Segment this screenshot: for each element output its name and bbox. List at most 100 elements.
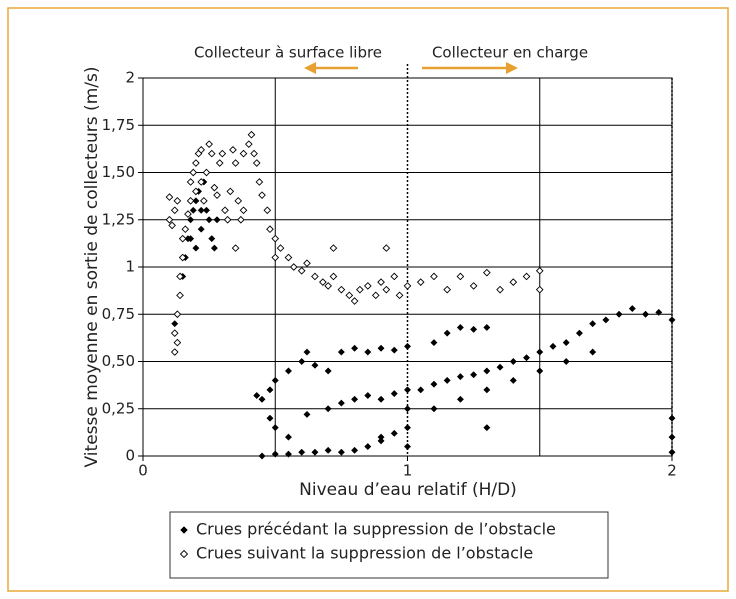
point [377,395,385,403]
point [197,206,205,214]
point [311,361,319,369]
point [253,391,261,400]
point [250,149,258,158]
point [351,446,359,454]
point [284,433,293,441]
point [350,297,359,305]
point [522,272,531,281]
point [173,197,182,205]
y-tick-label: 1 [125,258,135,276]
point [239,149,248,158]
point [382,244,391,252]
point [377,437,385,445]
point [356,285,364,294]
point [258,452,266,460]
point [364,442,372,451]
point [536,348,544,356]
point [668,433,676,441]
point [207,149,216,158]
legend-marker [179,549,189,559]
point [403,342,412,350]
point [210,244,218,252]
point [192,187,200,196]
point [231,159,240,167]
point [237,215,245,224]
point [284,450,293,458]
y-tick-label: 2 [125,69,135,87]
point [382,285,391,294]
point [176,291,184,300]
point [271,234,280,243]
point [509,376,517,384]
point [324,405,332,413]
point [416,278,425,286]
point [364,391,372,400]
point [377,278,385,286]
point [178,253,187,262]
point [496,363,504,371]
point [223,215,232,224]
point [364,348,372,356]
point [483,367,491,375]
legend [169,511,609,579]
point [589,320,597,328]
point [266,386,274,394]
point [244,140,253,148]
point [186,197,195,205]
annotation: Collecteur à surface libre [194,44,382,62]
point [303,410,311,418]
point [263,206,272,215]
annotation: Collecteur en charge [432,44,588,62]
point [575,329,583,337]
point [403,282,412,290]
point [197,225,205,233]
x-tick-label: 2 [667,462,677,480]
point [390,390,398,398]
point [470,325,478,333]
arrow-left [304,62,358,74]
point [197,145,206,154]
point [184,210,192,218]
point [377,344,385,352]
point [456,272,465,281]
y-tick-label: 0,25 [102,399,135,417]
point [456,323,464,332]
point [255,178,264,186]
y-tick-label: 1,75 [102,116,135,134]
point [535,266,544,275]
point [202,168,211,177]
point [668,414,676,422]
point [403,386,412,394]
point [303,348,311,356]
point [226,187,235,196]
point [276,244,285,252]
point [535,285,544,294]
point [266,225,274,234]
point [271,450,279,458]
point [522,354,531,362]
point [337,285,346,294]
point [165,215,174,224]
point [234,197,243,205]
point [173,338,182,347]
point [655,308,663,316]
point [192,244,200,252]
y-tick-label: 1,25 [102,210,135,228]
point [337,348,345,356]
point [509,278,518,286]
point [208,235,216,243]
point [231,244,240,252]
point [337,448,345,456]
point [192,159,200,167]
point [443,329,451,337]
point [311,448,319,456]
arrow-right [422,62,518,74]
point [303,259,311,268]
legend-label: Crues suivant la suppression de l’obstac… [196,544,533,563]
point [562,357,570,366]
point [430,405,438,413]
point [509,357,517,366]
point [210,183,219,192]
point [351,344,359,352]
point [187,235,195,243]
